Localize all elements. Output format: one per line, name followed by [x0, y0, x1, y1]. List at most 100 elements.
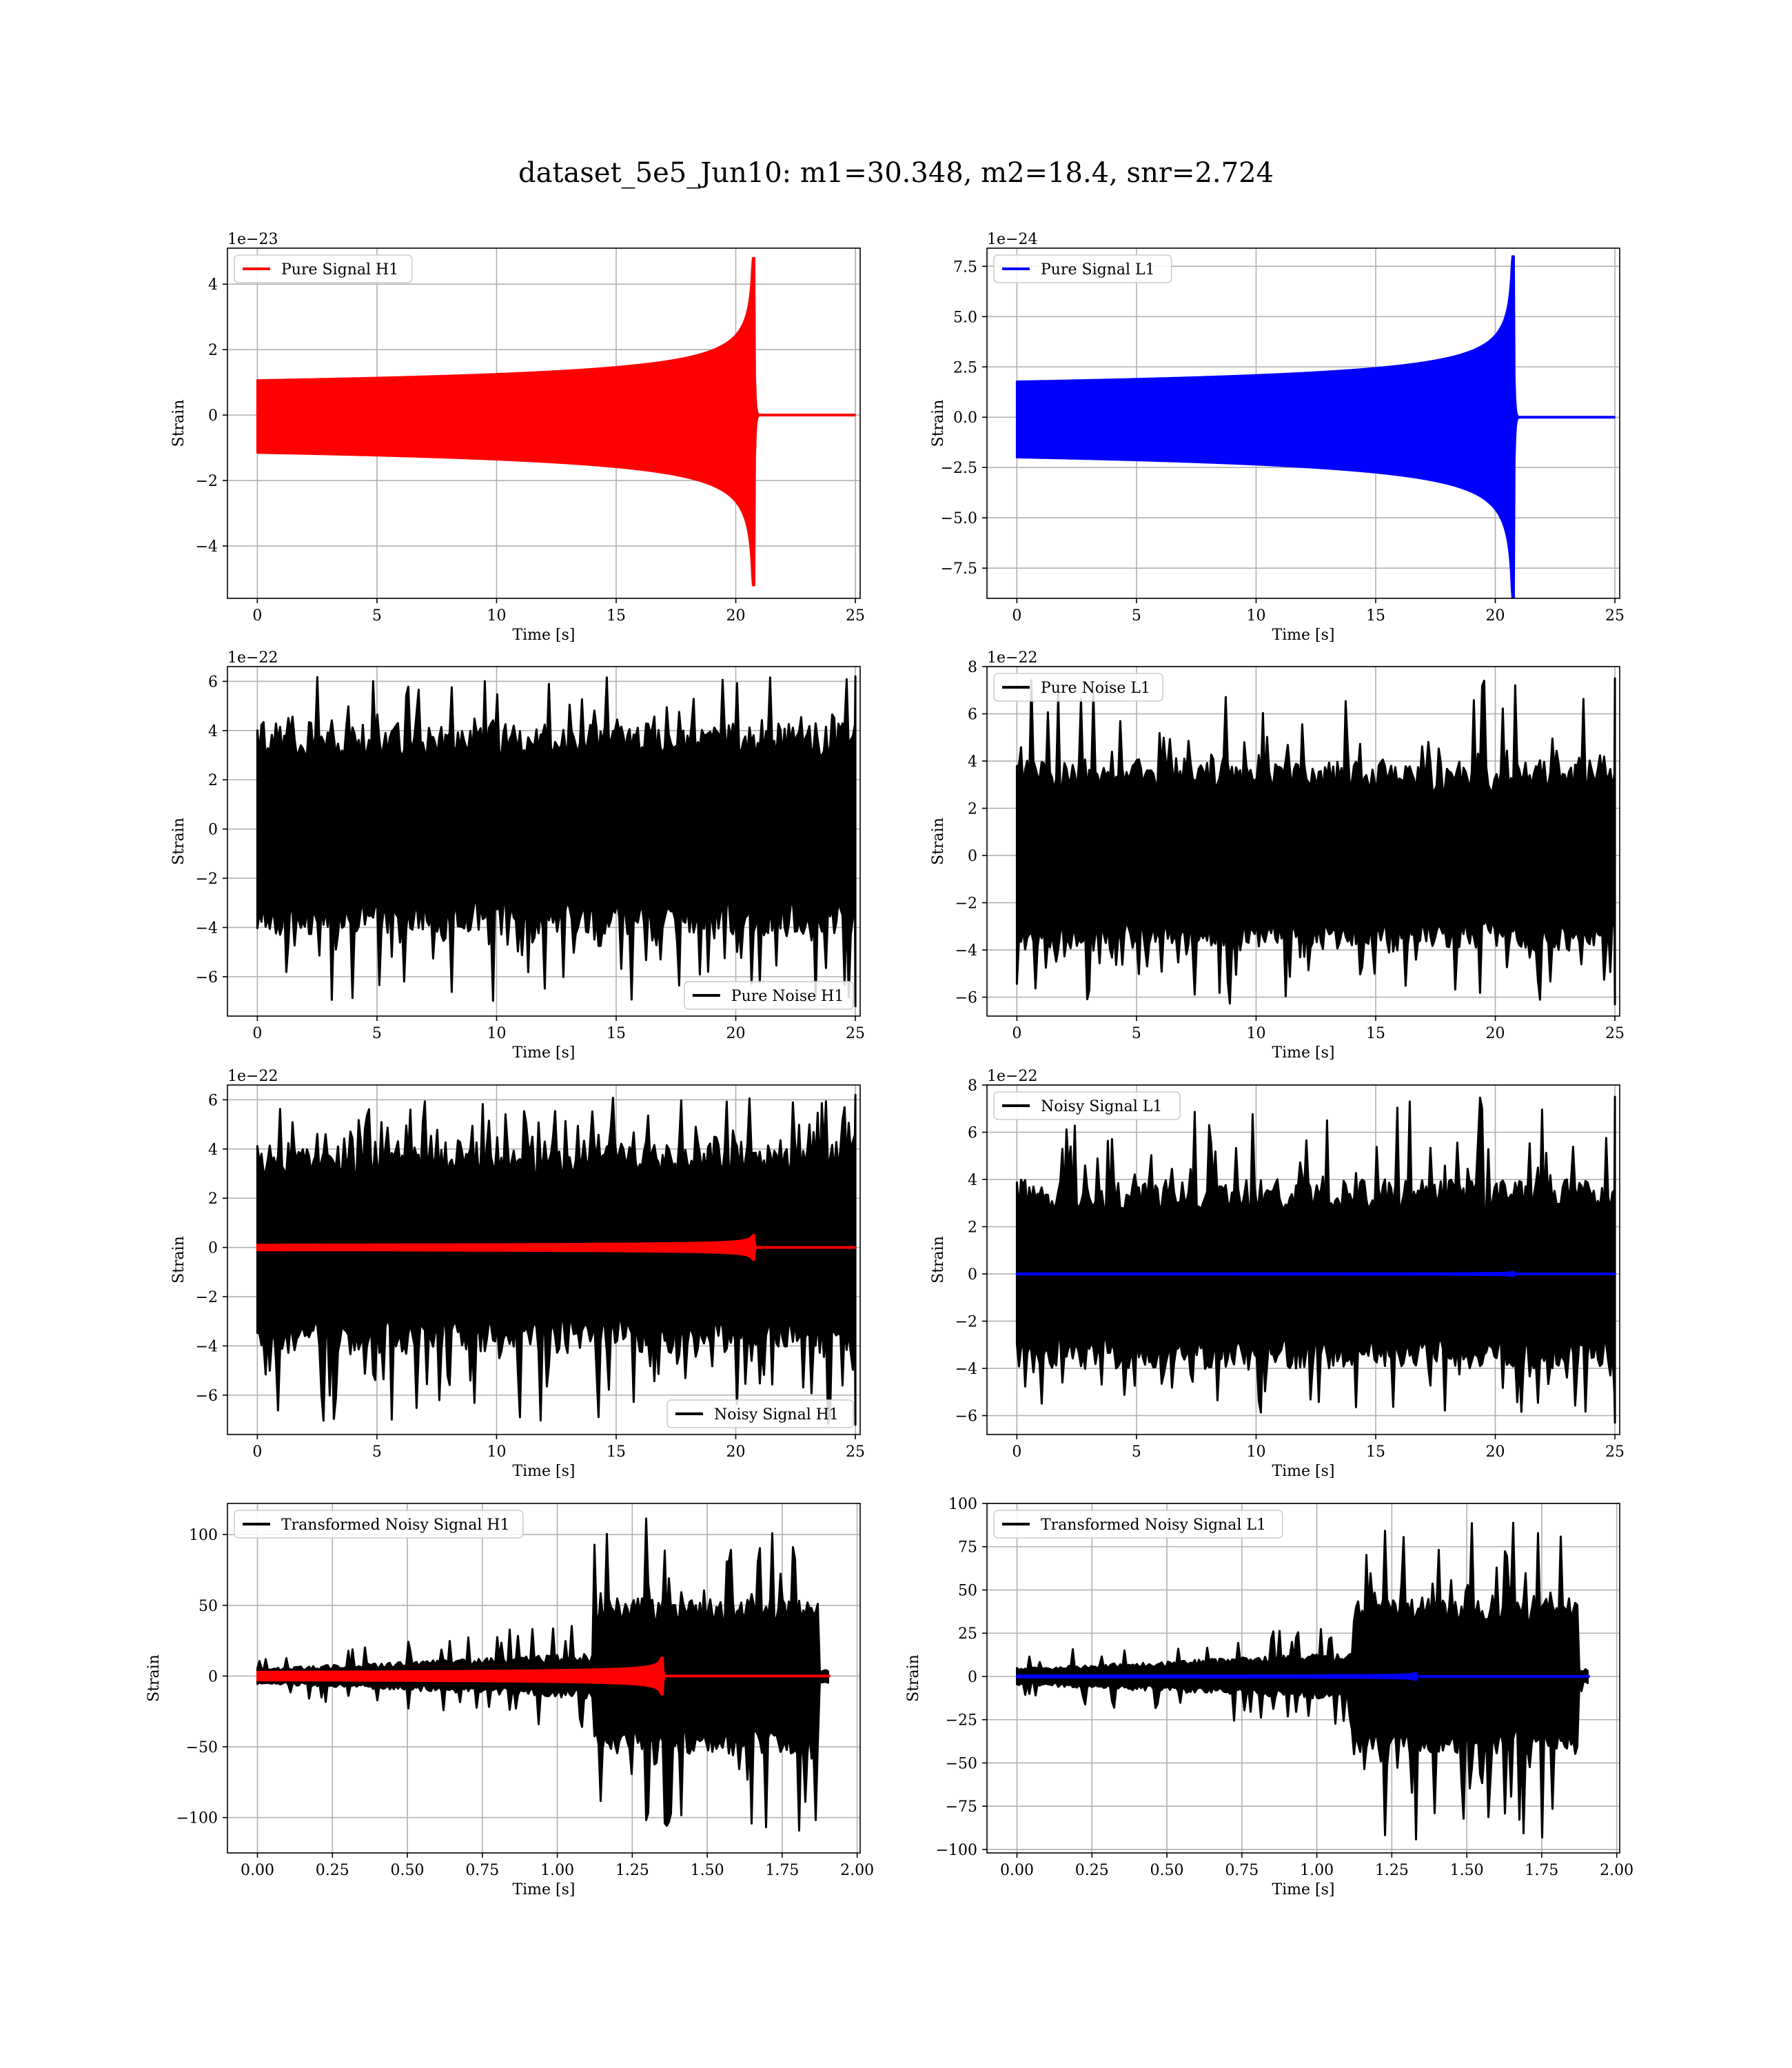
y-tick-label: 6: [968, 707, 977, 724]
plot-area: [1016, 1521, 1590, 1841]
x-tick-label: 0.75: [465, 1862, 499, 1879]
y-axis-label: Strain: [930, 1236, 947, 1284]
axes-frame: [227, 666, 861, 1017]
x-tick-label: 15: [1366, 1025, 1385, 1042]
y-tick-label: 0: [208, 1240, 218, 1257]
y-tick-label: −2: [196, 871, 218, 888]
axes-frame: [986, 1084, 1620, 1435]
series-noisy-signal-l1: [1015, 1095, 1616, 1424]
x-tick-label: 0.25: [316, 1862, 349, 1879]
y-tick-label: 4: [968, 753, 977, 771]
x-tick-label: 5: [372, 1443, 382, 1461]
x-tick-label: 1.50: [1450, 1862, 1484, 1879]
x-tick-label: 0.75: [1225, 1862, 1259, 1879]
y-tick-label: 75: [958, 1539, 977, 1557]
legend-label: Transformed Noisy Signal H1: [281, 1517, 510, 1534]
x-tick-label: 25: [846, 1025, 865, 1042]
x-tick-label: 10: [487, 1025, 506, 1042]
x-tick-label: 15: [607, 1443, 626, 1461]
y-offset-text: 1e−23: [227, 231, 278, 248]
legend: Transformed Noisy Signal L1: [993, 1510, 1283, 1539]
y-offset-text: 1e−22: [227, 649, 278, 667]
legend-box: [683, 981, 854, 1010]
y-tick-label: 2: [208, 1190, 218, 1208]
x-tick-label: 5: [372, 1025, 382, 1042]
y-offset-text: 1e−24: [987, 231, 1037, 248]
plot-area: [1015, 1095, 1616, 1424]
x-tick-label: 10: [487, 1443, 506, 1461]
legend-label: Noisy Signal L1: [1041, 1098, 1162, 1115]
legend-label: Pure Signal L1: [1041, 261, 1155, 278]
series-pure-signal-h1: [256, 256, 856, 587]
y-tick-label: 0: [968, 1266, 977, 1284]
y-tick-label: −100: [936, 1842, 977, 1859]
y-tick-label: 7.5: [953, 258, 977, 276]
legend: Noisy Signal H1: [666, 1399, 854, 1428]
y-axis-label: Strain: [170, 1236, 187, 1284]
x-tick-label: 0.00: [1000, 1862, 1034, 1879]
legend-label: Pure Signal H1: [281, 261, 398, 278]
x-tick-label: 1.00: [1300, 1862, 1334, 1879]
x-axis-label: Time [s]: [1272, 1463, 1334, 1480]
y-tick-label: −2: [196, 473, 218, 490]
x-axis-label: Time [s]: [512, 1044, 575, 1062]
y-tick-label: 8: [968, 659, 977, 676]
y-tick-label: 50: [958, 1582, 977, 1599]
y-tick-label: −2.5: [941, 460, 977, 477]
y-tick-label: 2: [968, 801, 977, 818]
y-tick-label: 50: [198, 1598, 218, 1615]
x-tick-label: 20: [726, 1443, 746, 1461]
y-tick-label: 5.0: [953, 309, 977, 326]
panel-pure-noise-h1: 0 5 10 15 20 25 −6 −4 −2 0 2 4 6 Time [s] Strain 1e−22 P…: [170, 649, 865, 1062]
plot-area: [1015, 677, 1616, 1006]
y-tick-label: −6: [955, 990, 977, 1007]
x-tick-label: 5: [1132, 607, 1141, 625]
legend: Pure Noise H1: [683, 981, 854, 1010]
x-axis-label: Time [s]: [1272, 1044, 1334, 1062]
plot-area: [256, 1517, 831, 1832]
legend-box: [234, 1510, 524, 1539]
y-tick-label: −2: [955, 895, 977, 913]
x-tick-label: 0.00: [241, 1862, 274, 1879]
y-tick-label: 4: [208, 276, 218, 294]
y-offset-text: 1e−22: [987, 649, 1037, 667]
x-tick-label: 1.75: [765, 1862, 799, 1879]
x-tick-label: 0: [252, 1443, 262, 1461]
y-tick-label: 4: [968, 1172, 977, 1189]
y-offset-text: 1e−22: [227, 1068, 278, 1085]
x-tick-label: 25: [1605, 1443, 1625, 1461]
y-tick-label: 100: [189, 1527, 218, 1544]
y-axis-label: Strain: [170, 818, 187, 865]
y-tick-label: 2: [208, 772, 218, 789]
y-tick-label: 100: [948, 1496, 977, 1513]
legend: Noisy Signal L1: [993, 1091, 1181, 1120]
y-tick-label: −4: [196, 1338, 218, 1355]
legend-label: Pure Noise H1: [731, 988, 844, 1005]
y-axis-label: Strain: [145, 1654, 163, 1702]
x-tick-label: 1.25: [1375, 1862, 1409, 1879]
x-tick-label: 25: [1605, 607, 1625, 625]
y-tick-label: 8: [968, 1077, 977, 1095]
x-tick-label: 0: [252, 607, 262, 625]
x-axis-label: Time [s]: [512, 1463, 575, 1480]
x-tick-label: 0: [1012, 607, 1021, 625]
x-tick-label: 25: [846, 607, 865, 625]
x-axis-label: Time [s]: [1272, 627, 1334, 644]
x-tick-label: 0.50: [391, 1862, 425, 1879]
x-tick-label: 15: [607, 1025, 626, 1042]
x-tick-label: 10: [1246, 1025, 1265, 1042]
x-tick-label: 1.75: [1525, 1862, 1558, 1879]
plot-area: [256, 675, 857, 1008]
y-tick-label: −50: [186, 1739, 218, 1756]
panel-pure-signal-l1: 0 5 10 15 20 25 −7.5 −5.0 −2.5 0.0 2.5 5.0 7.5 Time […: [930, 231, 1625, 644]
y-tick-label: 2: [208, 342, 218, 359]
legend-label: Transformed Noisy Signal L1: [1041, 1517, 1266, 1534]
y-tick-label: −2: [196, 1289, 218, 1306]
y-tick-label: −6: [196, 1388, 218, 1405]
x-tick-label: 5: [1132, 1025, 1141, 1042]
x-tick-label: 10: [1246, 607, 1265, 625]
axes-frame: [227, 1503, 861, 1854]
x-tick-label: 10: [487, 607, 506, 625]
y-tick-label: −6: [196, 969, 218, 986]
